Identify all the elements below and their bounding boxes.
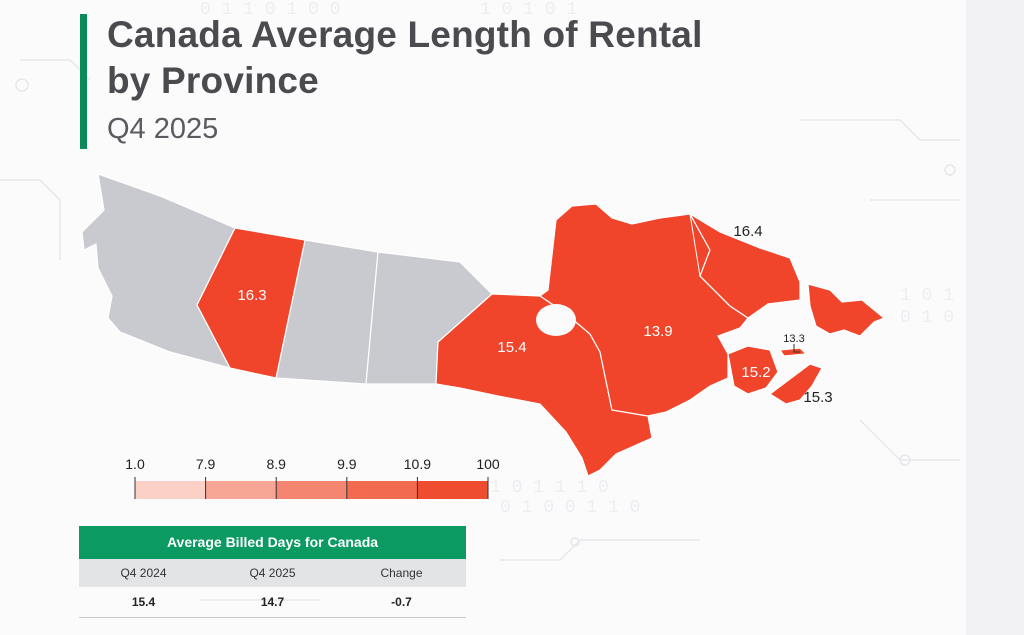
label-prince-edward-island: 13.3 bbox=[783, 333, 804, 345]
right-edge-panel bbox=[966, 0, 1024, 635]
summary-table-title: Average Billed Days for Canada bbox=[79, 526, 466, 559]
value-q4-2025: 14.7 bbox=[260, 595, 285, 609]
legend-tick-label: 10.9 bbox=[404, 456, 431, 472]
svg-text:1 0 1 1 1 0: 1 0 1 1 1 0 bbox=[490, 478, 609, 498]
title-line-2: by Province bbox=[107, 60, 319, 101]
legend-tick-label: 9.9 bbox=[337, 456, 357, 472]
label-ontario: 15.4 bbox=[497, 339, 526, 356]
province-newfoundland-island bbox=[807, 283, 886, 337]
legend-segment bbox=[135, 481, 206, 499]
value-change: -0.7 bbox=[391, 595, 412, 609]
label-newfoundland-labrador: 16.4 bbox=[733, 223, 762, 240]
svg-text:0 1 1 0 1 0 0: 0 1 1 0 1 0 0 bbox=[200, 0, 340, 20]
province-quebec bbox=[538, 203, 749, 417]
province-alberta bbox=[196, 227, 306, 379]
value-q4-2024: 15.4 bbox=[131, 595, 156, 609]
label-alberta: 16.3 bbox=[237, 287, 266, 304]
pei-leader-line bbox=[793, 344, 800, 353]
legend-tick-label: 7.9 bbox=[196, 456, 216, 472]
label-new-brunswick: 15.2 bbox=[741, 364, 770, 381]
legend-segment bbox=[276, 481, 347, 499]
legend-tick-label: 100 bbox=[476, 456, 500, 472]
svg-text:0 1 0 0 1 1 0: 0 1 0 0 1 1 0 bbox=[500, 498, 640, 518]
summary-table: Average Billed Days for Canada Q4 2024 Q… bbox=[79, 526, 466, 618]
legend-tick-label: 8.9 bbox=[266, 456, 286, 472]
legend-segment bbox=[346, 481, 418, 499]
label-nova-scotia: 15.3 bbox=[803, 389, 832, 406]
legend-segment bbox=[205, 481, 277, 499]
title-line-1: Canada Average Length of Rental bbox=[107, 14, 703, 55]
page-subtitle: Q4 2025 bbox=[107, 113, 219, 145]
title-accent-bar bbox=[80, 14, 87, 149]
label-quebec: 13.9 bbox=[643, 323, 672, 340]
hudson-bay-inlet bbox=[536, 304, 576, 336]
summary-table-header-row: Q4 2024 Q4 2025 Change bbox=[79, 559, 466, 587]
province-newfoundland-labrador bbox=[688, 212, 801, 319]
header-q4-2024: Q4 2024 bbox=[120, 566, 167, 580]
svg-text:1 0 1 0 1: 1 0 1 0 1 bbox=[480, 0, 577, 20]
legend-tick-label: 1.0 bbox=[125, 456, 145, 472]
province-prince-edward-island bbox=[778, 347, 808, 357]
svg-text:1 0 1: 1 0 1 bbox=[900, 286, 954, 306]
svg-text:0 1 0: 0 1 0 bbox=[900, 308, 954, 328]
summary-table-value-row: 15.4 14.7 -0.7 bbox=[79, 587, 466, 618]
legend-segment bbox=[417, 481, 488, 499]
header-change: Change bbox=[380, 566, 423, 580]
province-nova-scotia bbox=[768, 363, 823, 405]
header-q4-2025: Q4 2025 bbox=[249, 566, 296, 580]
page-title: Canada Average Length of Rental by Provi… bbox=[107, 12, 703, 104]
province-new-brunswick bbox=[727, 345, 779, 395]
